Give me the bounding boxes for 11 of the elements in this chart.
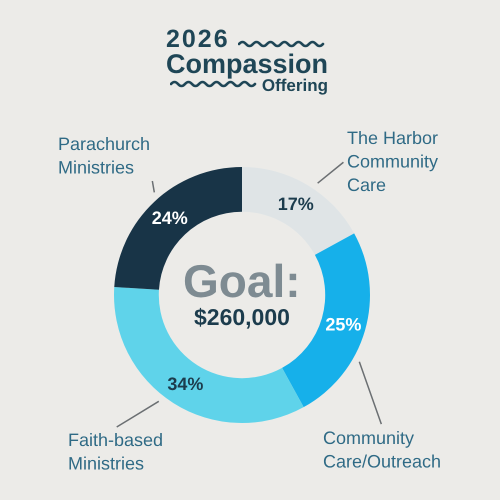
slice-label: The Harbor Community Care — [347, 128, 438, 195]
data-label: 24% — [152, 208, 188, 228]
data-label: 34% — [167, 374, 204, 394]
chart-title: 2026 Compassion Offering — [166, 25, 328, 95]
slice-label: Community Care/Outreach — [323, 428, 442, 472]
text: $260,000 — [194, 304, 290, 330]
data-label: 25% — [325, 314, 362, 334]
data-label: 17% — [278, 194, 314, 214]
slice-label: Parachurch Ministries — [58, 134, 150, 178]
slice-label: Faith-based Ministries — [68, 430, 164, 474]
text: Goal: — [183, 255, 301, 307]
